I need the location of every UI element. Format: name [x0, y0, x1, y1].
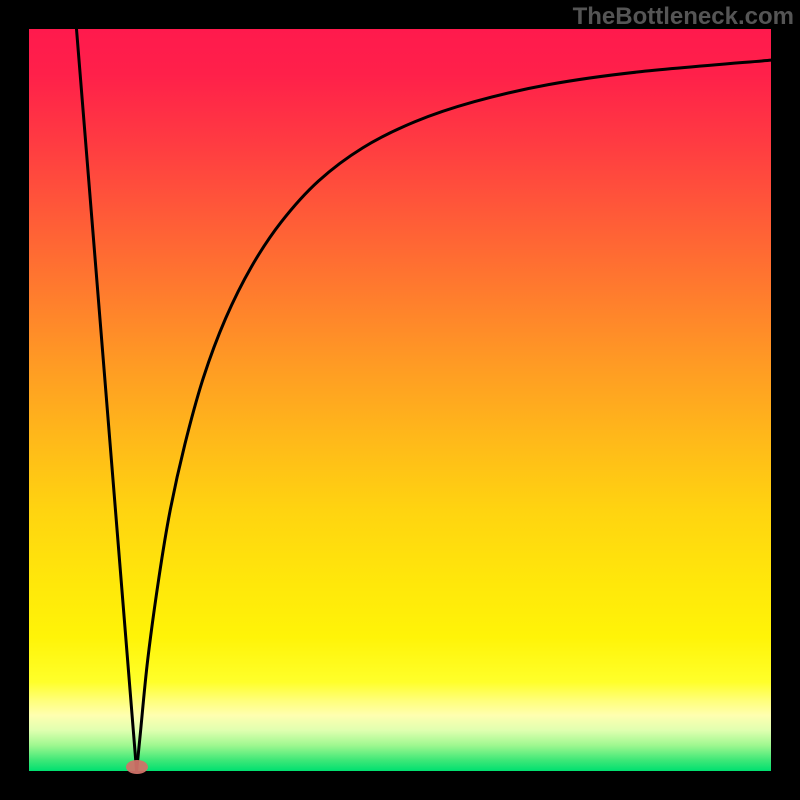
minimum-marker: [126, 760, 148, 774]
chart-container: TheBottleneck.com: [0, 0, 800, 800]
plot-area: [29, 29, 771, 771]
watermark-text: TheBottleneck.com: [573, 3, 794, 31]
